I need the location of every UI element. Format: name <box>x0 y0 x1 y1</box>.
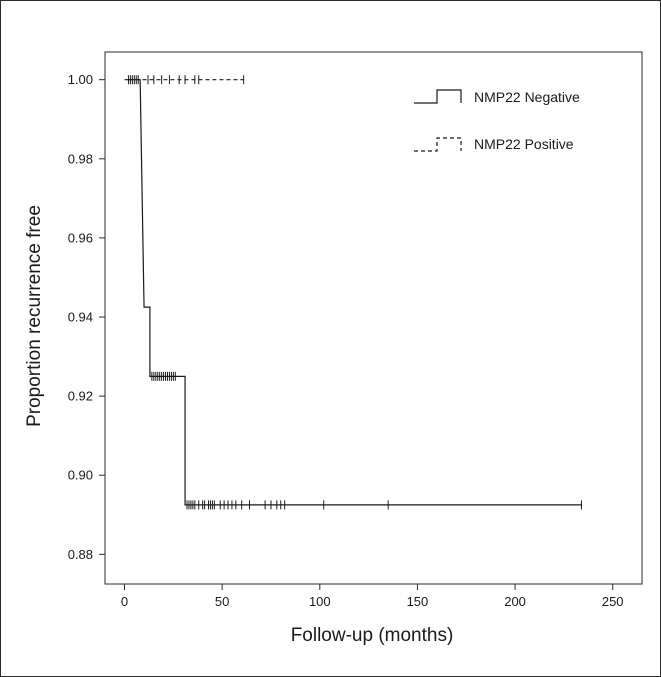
y-tick-label: 0.98 <box>68 151 93 166</box>
y-tick-label: 0.88 <box>68 547 93 562</box>
x-tick-label: 250 <box>602 594 624 609</box>
legend-label-negative: NMP22 Negative <box>474 89 580 105</box>
x-tick-label: 150 <box>407 594 429 609</box>
y-tick-label: 0.94 <box>68 310 93 325</box>
plot-area-border <box>104 51 643 585</box>
y-tick-label: 0.92 <box>68 389 93 404</box>
negative-survival-curve <box>124 79 582 506</box>
x-axis-title: Follow-up (months) <box>291 625 454 646</box>
y-tick-label: 0.90 <box>68 468 93 483</box>
x-tick-label: 50 <box>215 594 229 609</box>
legend-sample-negative <box>414 89 462 104</box>
x-tick-label: 0 <box>121 594 128 609</box>
x-tick-label: 100 <box>309 594 331 609</box>
y-tick-label: 1.00 <box>68 72 93 87</box>
y-axis-title: Proportion recurrence free <box>24 205 45 427</box>
x-tick-label: 200 <box>504 594 526 609</box>
legend-sample-positive <box>414 137 462 152</box>
y-tick-label: 0.96 <box>68 230 93 245</box>
legend-label-positive: NMP22 Positive <box>474 136 574 152</box>
